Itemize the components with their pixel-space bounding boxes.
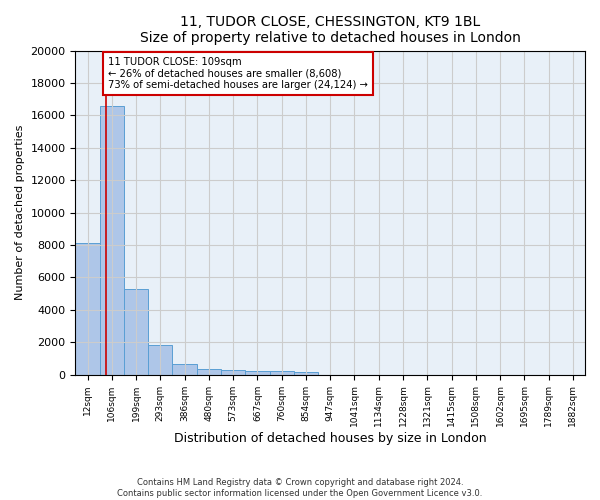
Text: 11 TUDOR CLOSE: 109sqm
← 26% of detached houses are smaller (8,608)
73% of semi-: 11 TUDOR CLOSE: 109sqm ← 26% of detached…	[108, 57, 368, 90]
Bar	[221, 370, 245, 374]
Bar	[294, 372, 318, 374]
Text: Contains HM Land Registry data © Crown copyright and database right 2024.
Contai: Contains HM Land Registry data © Crown c…	[118, 478, 482, 498]
Bar	[100, 106, 124, 374]
Title: 11, TUDOR CLOSE, CHESSINGTON, KT9 1BL
Size of property relative to detached hous: 11, TUDOR CLOSE, CHESSINGTON, KT9 1BL Si…	[140, 15, 521, 45]
Bar	[124, 288, 148, 374]
X-axis label: Distribution of detached houses by size in London: Distribution of detached houses by size …	[174, 432, 487, 445]
Y-axis label: Number of detached properties: Number of detached properties	[15, 125, 25, 300]
Bar	[245, 371, 269, 374]
Bar	[197, 369, 221, 374]
Bar	[148, 344, 172, 374]
Bar	[172, 364, 197, 374]
Bar	[269, 372, 294, 374]
Bar	[76, 244, 100, 374]
